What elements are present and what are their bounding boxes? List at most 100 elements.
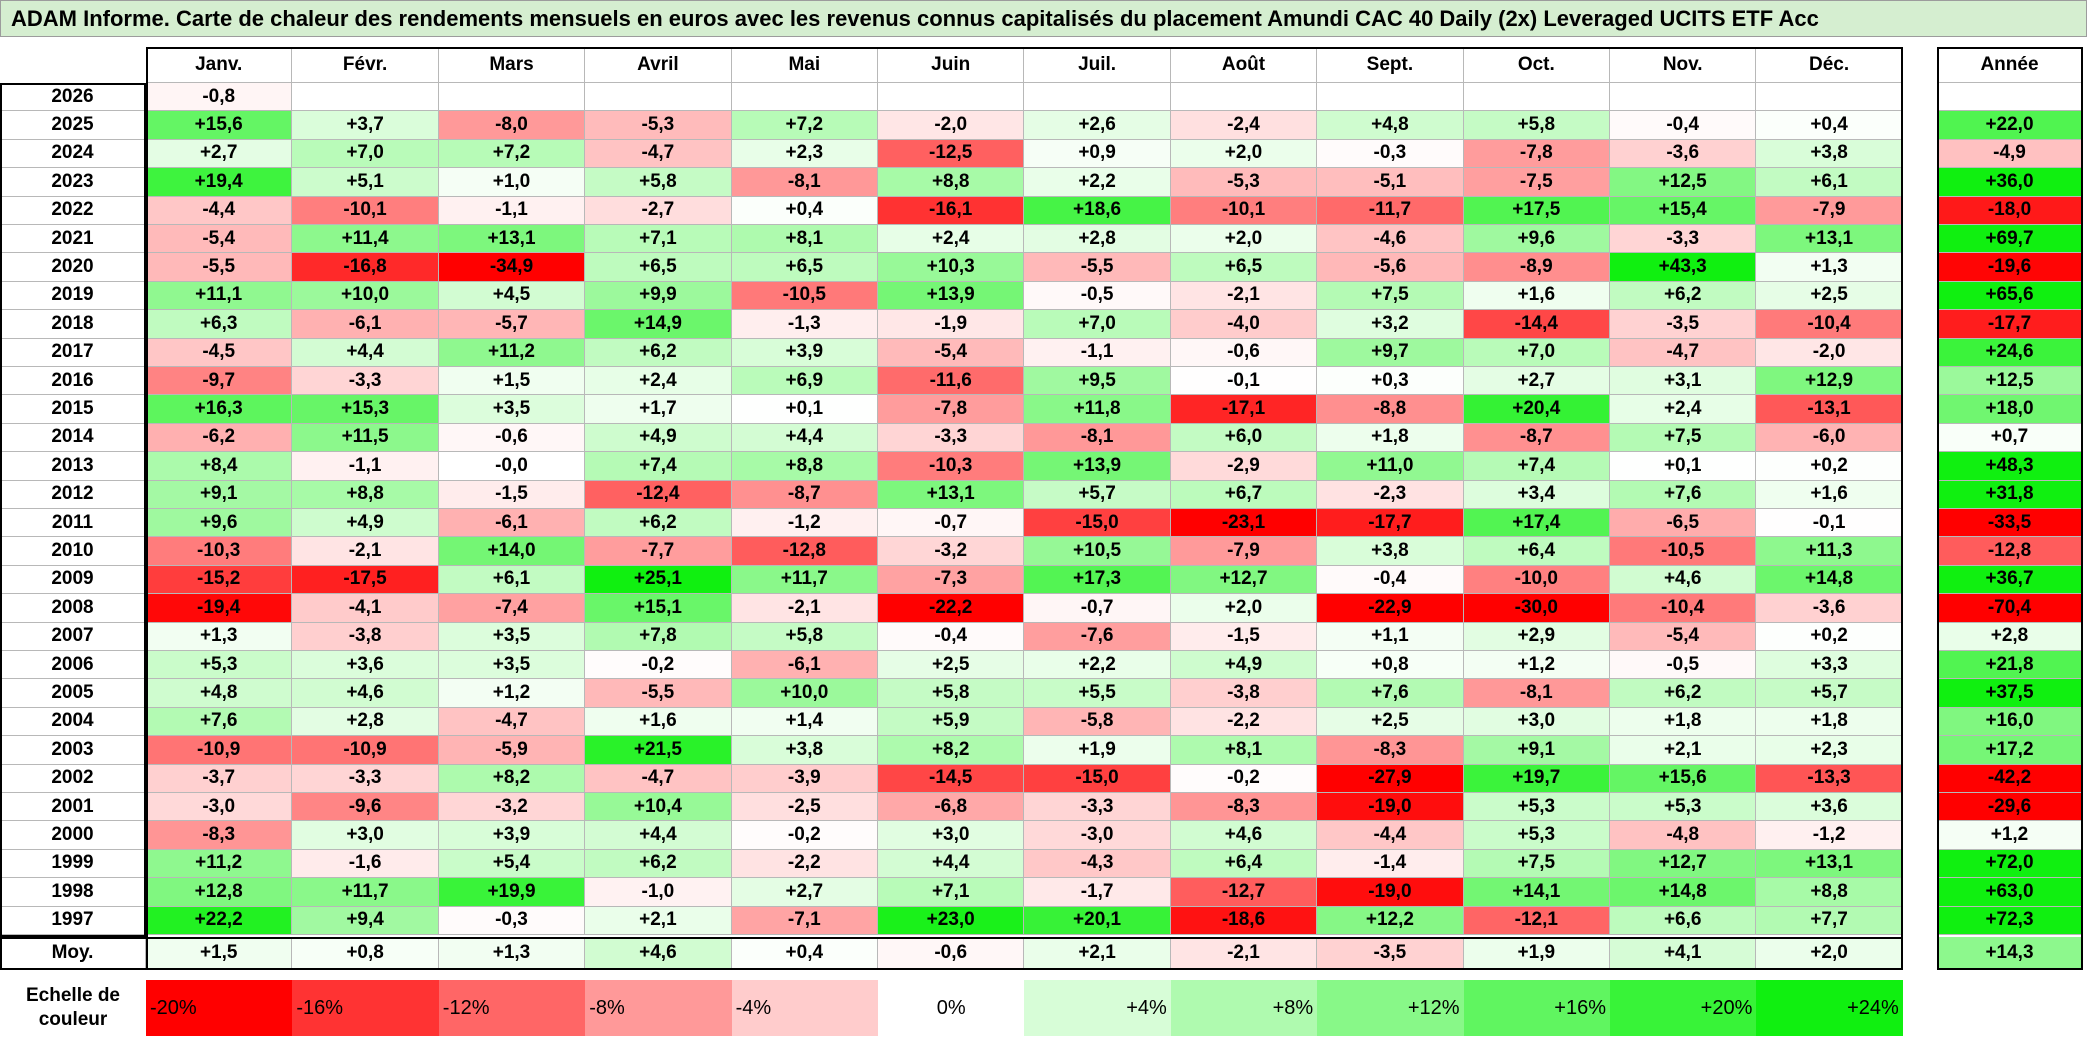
- month-cell: -2,2: [731, 849, 878, 879]
- month-cell: +18,6: [1024, 196, 1171, 225]
- annual-cell: +12,5: [1937, 367, 2083, 396]
- year-label: 2015: [0, 395, 146, 424]
- month-cell: -0,3: [438, 906, 586, 935]
- month-cell: +20,4: [1463, 395, 1610, 424]
- month-cell: +14,9: [585, 310, 732, 339]
- month-cell: -7,5: [1463, 168, 1610, 197]
- month-cell: +6,5: [585, 253, 732, 282]
- month-cell: +6,0: [1170, 423, 1318, 453]
- month-cell: -2,0: [1756, 338, 1903, 367]
- month-cell: -3,2: [438, 793, 586, 822]
- month-cell: +13,1: [438, 225, 586, 254]
- annual-cell: +48,3: [1937, 452, 2083, 481]
- month-cell: -2,5: [731, 793, 878, 822]
- annual-cell: +16,0: [1937, 707, 2083, 737]
- month-cell: +10,4: [585, 793, 732, 822]
- month-cell: +7,2: [731, 111, 878, 140]
- month-cell: -0,2: [585, 651, 732, 680]
- month-cell: -2,7: [585, 196, 732, 225]
- month-cell: +9,5: [1024, 367, 1171, 396]
- month-cell: -0,7: [878, 509, 1025, 538]
- year-label: 2001: [0, 793, 146, 822]
- month-cell: +9,9: [585, 281, 732, 311]
- month-cell: -8,3: [1317, 736, 1464, 765]
- month-cell: -27,9: [1317, 764, 1464, 793]
- month-cell: +2,2: [1024, 651, 1171, 680]
- month-cell: -6,1: [731, 651, 878, 680]
- annual-cell: +21,8: [1937, 651, 2083, 680]
- month-cell: +22,2: [146, 906, 293, 935]
- month-cell: +8,2: [438, 764, 586, 793]
- month-cell: +6,6: [1610, 906, 1757, 935]
- month-cell: -3,7: [146, 764, 293, 793]
- month-cell: +5,8: [731, 622, 878, 651]
- month-cell: -34,9: [438, 253, 586, 282]
- month-cell: -7,3: [878, 565, 1025, 595]
- month-cell: -17,7: [1317, 509, 1464, 538]
- month-cell: -1,5: [438, 480, 586, 509]
- month-header: Oct.: [1463, 47, 1610, 83]
- month-cell: -4,6: [1317, 225, 1464, 254]
- month-cell: +12,8: [146, 878, 293, 907]
- month-cell: -1,6: [292, 849, 439, 879]
- month-cell: +6,5: [1170, 253, 1318, 282]
- month-cell: -8,8: [1317, 395, 1464, 424]
- month-cell: +0,2: [1756, 452, 1903, 481]
- month-cell: -12,4: [585, 480, 732, 509]
- average-cell: -2,1: [1170, 937, 1318, 970]
- year-label: 1997: [0, 906, 146, 935]
- month-cell: +2,9: [1463, 622, 1610, 651]
- year-label: 2019: [0, 281, 146, 311]
- month-cell: +10,5: [1024, 537, 1171, 566]
- month-cell: -5,4: [878, 338, 1025, 367]
- year-label: 2022: [0, 196, 146, 225]
- scale-step: +12%: [1317, 980, 1464, 1036]
- month-cell: +14,8: [1756, 565, 1903, 595]
- month-cell: +17,5: [1463, 196, 1610, 225]
- month-cell: +6,5: [731, 253, 878, 282]
- month-cell: -7,6: [1024, 622, 1171, 651]
- month-cell: [438, 83, 586, 112]
- annual-cell: +36,0: [1937, 168, 2083, 197]
- month-cell: +13,1: [1756, 225, 1903, 254]
- month-cell: +2,3: [1756, 736, 1903, 765]
- month-cell: +2,5: [878, 651, 1025, 680]
- month-cell: +7,6: [146, 707, 293, 737]
- month-cell: -0,6: [1170, 338, 1318, 367]
- month-cell: +6,4: [1170, 849, 1318, 879]
- month-cell: -6,5: [1610, 509, 1757, 538]
- month-cell: +15,1: [585, 594, 732, 623]
- month-cell: +2,4: [585, 367, 732, 396]
- scale-step: 0%: [878, 980, 1025, 1036]
- month-cell: +5,7: [1756, 679, 1903, 708]
- month-cell: +3,0: [292, 821, 439, 850]
- scale-step: -20%: [146, 980, 293, 1036]
- month-cell: -11,7: [1317, 196, 1464, 225]
- month-cell: +7,0: [1024, 310, 1171, 339]
- month-cell: -22,9: [1317, 594, 1464, 623]
- month-cell: +1,7: [585, 395, 732, 424]
- month-cell: -4,0: [1170, 310, 1318, 339]
- month-cell: -8,9: [1463, 253, 1610, 282]
- year-label: 2016: [0, 367, 146, 396]
- month-cell: +7,2: [438, 139, 586, 169]
- month-header: Juil.: [1024, 47, 1171, 83]
- month-cell: -17,5: [292, 565, 439, 595]
- month-cell: +2,3: [731, 139, 878, 169]
- month-cell: -7,8: [1463, 139, 1610, 169]
- annual-cell: +24,6: [1937, 338, 2083, 367]
- month-cell: +8,4: [146, 452, 293, 481]
- month-cell: +17,4: [1463, 509, 1610, 538]
- annual-cell: -12,8: [1937, 537, 2083, 566]
- month-cell: +15,3: [292, 395, 439, 424]
- month-cell: +5,8: [585, 168, 732, 197]
- month-cell: -4,7: [585, 764, 732, 793]
- title: ADAM Informe. Carte de chaleur des rende…: [0, 0, 2087, 37]
- month-cell: -3,6: [1756, 594, 1903, 623]
- annual-cell: +2,8: [1937, 622, 2083, 651]
- year-label: 2003: [0, 736, 146, 765]
- year-label: 2017: [0, 338, 146, 367]
- annual-cell: -70,4: [1937, 594, 2083, 623]
- month-cell: [1317, 83, 1464, 112]
- month-cell: +7,1: [878, 878, 1025, 907]
